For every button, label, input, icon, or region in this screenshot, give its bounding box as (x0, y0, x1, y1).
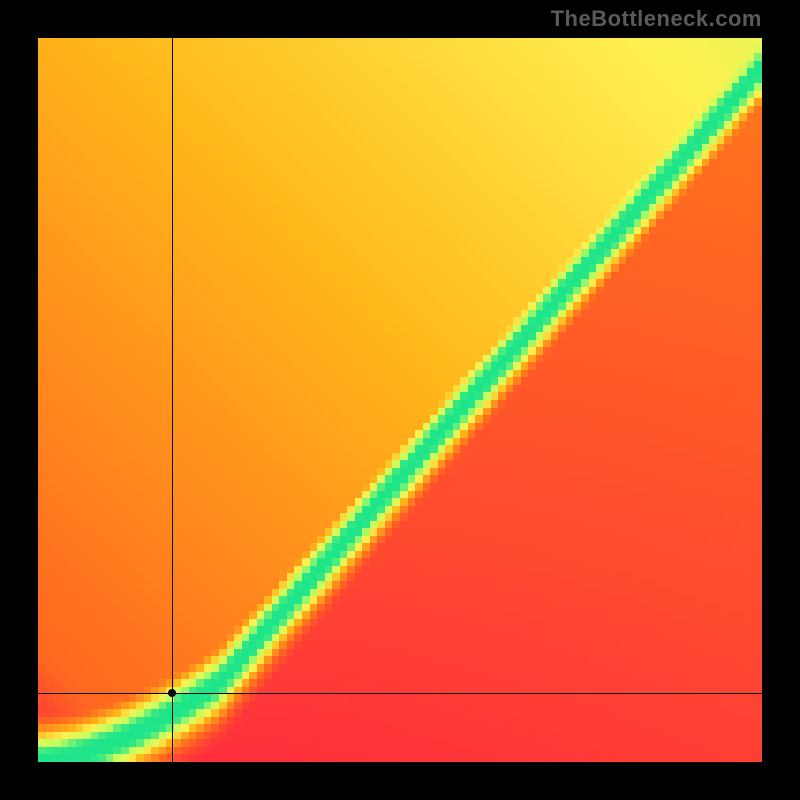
heatmap-canvas (38, 38, 762, 762)
watermark-text: TheBottleneck.com (551, 6, 762, 32)
chart-container: TheBottleneck.com (0, 0, 800, 800)
plot-area (38, 38, 762, 762)
